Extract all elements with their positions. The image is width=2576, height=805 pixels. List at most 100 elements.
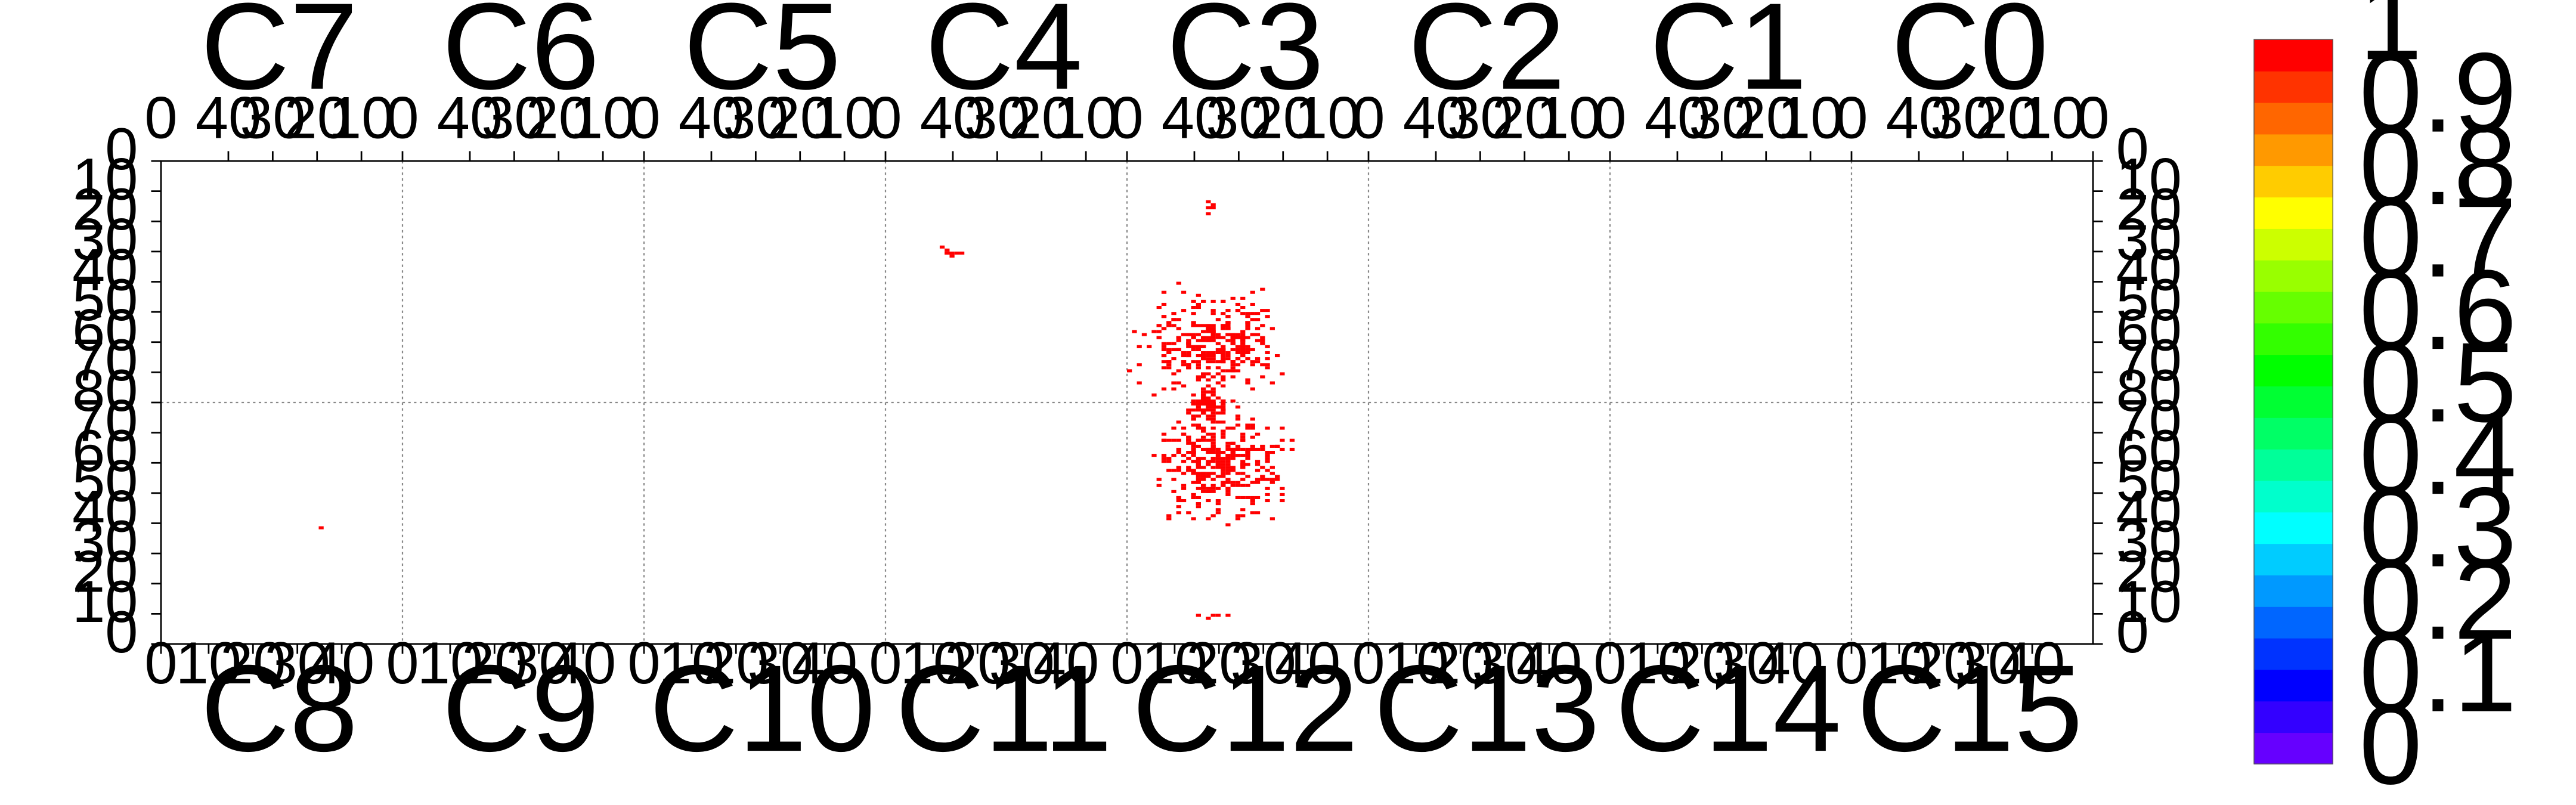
hit-pixel	[1200, 411, 1206, 415]
hit-pixel	[1171, 490, 1176, 493]
hit-pixel	[1260, 466, 1265, 469]
hit-pixel	[1215, 336, 1221, 339]
hit-pixel	[1230, 360, 1236, 364]
colorbar-segment	[2254, 575, 2333, 607]
hit-pixel	[1230, 426, 1236, 430]
hit-pixel	[1289, 447, 1295, 451]
hit-pixel	[1215, 463, 1221, 466]
hit-pixel	[1245, 324, 1250, 327]
top-tick-label: 10	[1778, 85, 1843, 151]
hit-pixel	[1176, 339, 1181, 342]
hit-pixel	[1176, 318, 1181, 321]
hit-pixel	[1240, 339, 1246, 342]
hit-pixel	[1200, 375, 1206, 379]
colorbar-segment	[2254, 480, 2333, 513]
hit-pixel	[1225, 493, 1231, 496]
hit-pixel	[1176, 348, 1181, 351]
hit-pixel	[1210, 417, 1216, 421]
hit-pixel	[1210, 435, 1216, 439]
hit-pixel	[1200, 484, 1206, 487]
hit-pixel	[1171, 312, 1176, 315]
hit-pixel	[1186, 466, 1191, 469]
hit-pixel	[1240, 312, 1246, 315]
hit-pixel	[1235, 517, 1241, 521]
hit-pixel	[1235, 357, 1241, 361]
hit-pixel	[1255, 432, 1261, 436]
hit-pixel	[1225, 327, 1231, 330]
hit-pixel	[1191, 336, 1196, 339]
hit-pixel	[1206, 327, 1211, 330]
hit-pixel	[1280, 372, 1285, 376]
hit-pixel	[1255, 327, 1261, 330]
bottom-tick-label: 10	[1866, 630, 1932, 696]
hit-pixel	[1235, 484, 1241, 487]
hit-pixel	[1274, 475, 1280, 478]
colorbar-label: 0.5	[2359, 320, 2516, 446]
hit-pixel	[1245, 484, 1250, 487]
hit-pixel	[1210, 444, 1216, 448]
hit-pixel	[1270, 327, 1275, 330]
hit-pixel	[1171, 438, 1176, 442]
hit-pixel	[1221, 411, 1226, 415]
hit-pixel	[1210, 484, 1216, 487]
hit-pixel	[1215, 360, 1221, 364]
hit-pixel	[1221, 357, 1226, 361]
top-tick-label: 10	[1295, 85, 1360, 151]
hit-pixel	[1181, 499, 1187, 503]
hit-pixel	[1250, 447, 1255, 451]
hit-pixel	[1196, 333, 1201, 336]
hit-pixel	[1240, 466, 1246, 469]
hit-pixel	[1250, 318, 1255, 321]
hit-pixel	[1186, 366, 1191, 370]
hit-pixel	[1250, 360, 1255, 364]
top-tick-label: 30	[1930, 85, 1996, 151]
hit-pixel	[1270, 481, 1275, 484]
hit-pixel	[1210, 405, 1216, 409]
left-tick-label: 70	[72, 327, 138, 394]
hit-pixel	[1240, 354, 1246, 358]
hit-pixel	[1210, 357, 1216, 361]
hit-pixel	[1181, 426, 1187, 430]
right-tick-label: 70	[2116, 327, 2182, 394]
colorbar-label: 0	[2359, 682, 2422, 805]
chip-label-c6: C6	[442, 0, 599, 115]
hit-pixel	[1221, 429, 1226, 433]
hit-pixel	[1196, 366, 1201, 370]
colorbar-segment	[2254, 512, 2333, 544]
hit-pixel	[1250, 302, 1255, 306]
hit-pixel	[1210, 441, 1216, 445]
hit-pixel	[1215, 342, 1221, 345]
top-tick-label: 0	[869, 85, 902, 151]
hit-pixel	[1210, 514, 1216, 518]
hit-pixel	[959, 251, 965, 255]
colorbar-segment	[2254, 606, 2333, 639]
hit-pixel	[1265, 315, 1270, 318]
hit-pixel	[1215, 508, 1221, 512]
hit-pixel	[1245, 378, 1250, 382]
hit-pixel	[1206, 475, 1211, 478]
color-scale: 10.90.80.70.60.50.40.30.20.10	[2253, 0, 2517, 805]
hit-pixel	[1221, 460, 1226, 463]
hit-pixel	[1280, 438, 1285, 442]
hit-pixel	[1181, 351, 1187, 354]
chip-label-c0: C0	[1891, 0, 2048, 115]
colorbar-segment	[2254, 637, 2333, 670]
hit-pixel	[1200, 426, 1206, 430]
hit-pixel	[1210, 354, 1216, 358]
hit-pixel	[1230, 296, 1236, 300]
hit-pixel	[1191, 333, 1196, 336]
hit-pixel	[1221, 466, 1226, 469]
hit-pixel	[1265, 345, 1270, 348]
hit-pixel	[1166, 360, 1172, 364]
hit-pixel	[1161, 348, 1167, 351]
hit-pixel	[1260, 324, 1265, 327]
hit-pixel	[1196, 363, 1201, 367]
hit-pixel	[1215, 348, 1221, 351]
hit-pixel	[1171, 357, 1176, 361]
hit-pixel	[1200, 399, 1206, 402]
hit-pixel	[1260, 309, 1265, 312]
hit-pixel	[1215, 333, 1221, 336]
hit-pixel	[1191, 454, 1196, 457]
hit-pixel	[1210, 487, 1216, 490]
